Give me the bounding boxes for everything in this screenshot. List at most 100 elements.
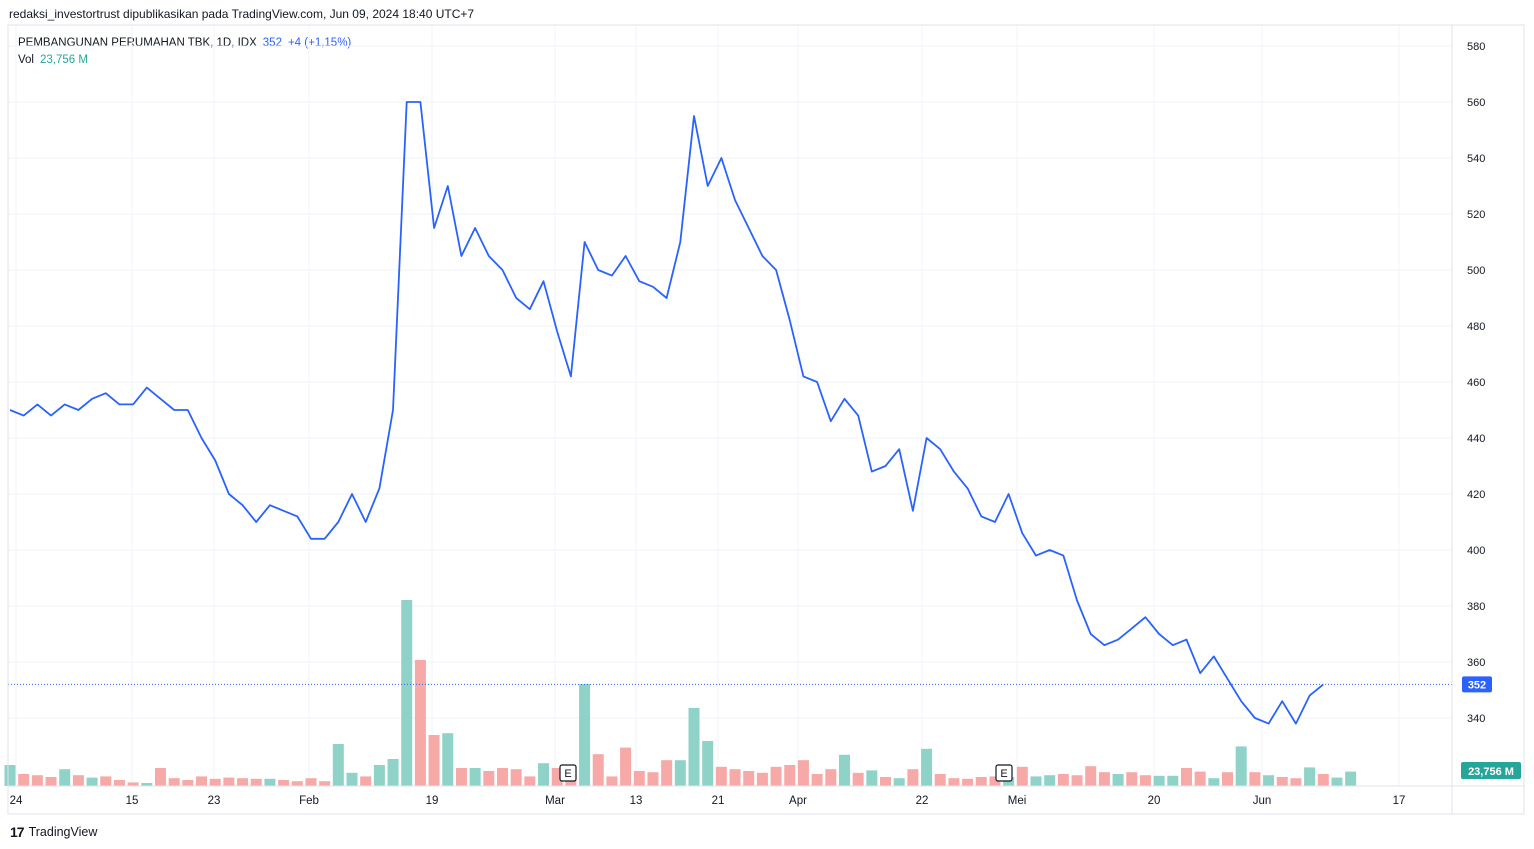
volume-bar — [154, 768, 166, 786]
x-tick-label: 20 — [1148, 795, 1161, 807]
volume-bar — [661, 760, 673, 786]
volume-bar — [729, 769, 741, 786]
x-tick-label: 13 — [630, 795, 643, 807]
y-tick-label: 480 — [1467, 321, 1485, 333]
y-tick-label: 380 — [1467, 601, 1485, 613]
volume-bar — [168, 778, 180, 786]
last-price-badge — [1462, 676, 1492, 693]
volume-bar — [1167, 775, 1179, 786]
earnings-marker-label: E — [1000, 768, 1007, 780]
y-tick-label: 460 — [1467, 377, 1485, 389]
volume-bar — [346, 772, 358, 786]
y-tick-label: 400 — [1467, 545, 1485, 557]
volume-bar — [442, 733, 454, 786]
volume-bar — [332, 744, 344, 786]
volume-bar — [866, 770, 878, 786]
volume-bar — [797, 760, 809, 786]
volume-bar — [592, 754, 604, 786]
x-tick-label: Apr — [789, 795, 807, 807]
volume-bar — [579, 684, 591, 786]
legend-volume-value: 23,756 M — [40, 54, 88, 66]
grid-lines — [8, 25, 1452, 786]
volume-bar — [305, 778, 317, 786]
volume-bar — [113, 780, 125, 786]
volume-bar — [1139, 775, 1151, 786]
volume-bar — [1263, 775, 1275, 786]
legend-volume-label: Vol — [18, 54, 34, 66]
volume-bar — [538, 763, 550, 786]
x-tick-label: 22 — [916, 795, 929, 807]
volume-bar — [319, 781, 331, 786]
volume-bar — [100, 776, 112, 786]
volume-bar — [291, 781, 303, 786]
volume-bar — [893, 778, 905, 786]
volume-bar — [838, 754, 850, 786]
volume-bar — [250, 778, 262, 786]
x-tick-label: 19 — [426, 795, 439, 807]
axes: 340 360 380 400 420 440 460 480 500 520 540 560 580 2… — [7, 24, 1525, 815]
price-line — [9, 101, 1324, 725]
x-tick-label: 15 — [126, 795, 139, 807]
volume-bar — [1085, 766, 1097, 786]
earnings-marker-label: E — [564, 768, 571, 780]
volume-bar — [4, 765, 16, 786]
earnings-marker[interactable]: E — [995, 764, 1013, 782]
earnings-marker-box — [995, 764, 1013, 782]
volume-bar — [414, 660, 426, 786]
volume-bar — [524, 776, 536, 786]
volume-bar — [688, 708, 700, 786]
x-tick-label: Feb — [299, 795, 319, 807]
earnings-marker-box — [559, 764, 577, 782]
volume-bar — [1126, 772, 1138, 786]
volume-bar — [647, 772, 659, 786]
volume-bar — [1290, 778, 1302, 786]
volume-bar — [1044, 775, 1056, 786]
footer-brand: TradingView — [28, 825, 98, 839]
volume-bar — [45, 777, 57, 786]
volume-bar — [1030, 776, 1042, 786]
volume-bar — [715, 766, 727, 786]
volume-bar — [633, 771, 645, 786]
volume-bar — [1345, 771, 1357, 786]
volume-bar — [1235, 746, 1247, 786]
legend-row-volume: Vol 23,756 M — [18, 52, 351, 69]
chart-frame — [7, 24, 1525, 815]
volume-bar — [141, 783, 153, 786]
volume-bar — [182, 780, 194, 786]
volume-bar — [1249, 772, 1261, 786]
volume-bar — [784, 765, 796, 786]
volume-bar — [401, 600, 413, 786]
volume-bars — [4, 600, 1357, 786]
volume-bar — [565, 778, 577, 786]
x-tick-label: 23 — [208, 795, 221, 807]
volume-bar — [1208, 778, 1220, 786]
volume-bar — [1098, 772, 1110, 786]
last-price-label: 352 — [1468, 679, 1486, 691]
volume-bar — [825, 769, 837, 786]
x-tick-label: Jun — [1253, 795, 1272, 807]
volume-bar — [86, 777, 98, 786]
volume-bar — [1057, 774, 1069, 786]
volume-bar — [373, 765, 385, 786]
volume-bar — [1194, 771, 1206, 786]
volume-bar — [948, 778, 960, 786]
volume-bar — [455, 768, 467, 786]
volume-bar — [989, 776, 1001, 786]
earnings-marker[interactable]: E — [559, 764, 577, 782]
volume-bar — [264, 778, 276, 786]
y-tick-label: 340 — [1467, 713, 1485, 725]
volume-bar — [811, 774, 823, 786]
volume-bar — [223, 777, 235, 786]
volume-bar — [1331, 777, 1343, 786]
volume-bar — [921, 748, 933, 786]
x-tick-label: Mei — [1008, 795, 1027, 807]
y-tick-label: 440 — [1467, 433, 1485, 445]
price-line-layer — [8, 101, 1452, 725]
volume-bar — [1317, 774, 1329, 786]
y-tick-label: 580 — [1467, 41, 1485, 53]
volume-bar — [934, 774, 946, 786]
volume-bar — [72, 775, 84, 786]
volume-bar — [387, 759, 399, 786]
